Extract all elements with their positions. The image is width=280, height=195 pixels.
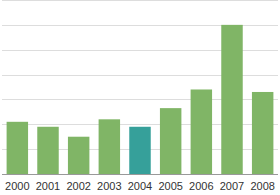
bar [129, 127, 150, 174]
x-tick-label: 2003 [97, 180, 121, 192]
bar [160, 108, 181, 174]
x-tick-label: 2002 [66, 180, 90, 192]
x-tick-label: 2000 [5, 180, 29, 192]
bar [221, 25, 242, 174]
x-tick-label: 2006 [189, 180, 213, 192]
x-tick-label: 2001 [36, 180, 60, 192]
x-tick-label: 2008 [250, 180, 274, 192]
bar [252, 92, 273, 174]
x-tick-label: 2005 [158, 180, 182, 192]
x-axis [2, 174, 278, 175]
grid-line [2, 0, 278, 1]
bar [191, 89, 212, 174]
grid-line [2, 174, 278, 175]
bar [99, 119, 120, 174]
x-tick-label: 2007 [220, 180, 244, 192]
x-tick-label: 2004 [128, 180, 152, 192]
bar [68, 137, 89, 174]
chart: 2000 2001 2002 2003 2004 2005 2006 2007 2008 [0, 0, 280, 195]
bar [37, 127, 58, 174]
bars [7, 25, 274, 174]
bar [7, 122, 28, 174]
